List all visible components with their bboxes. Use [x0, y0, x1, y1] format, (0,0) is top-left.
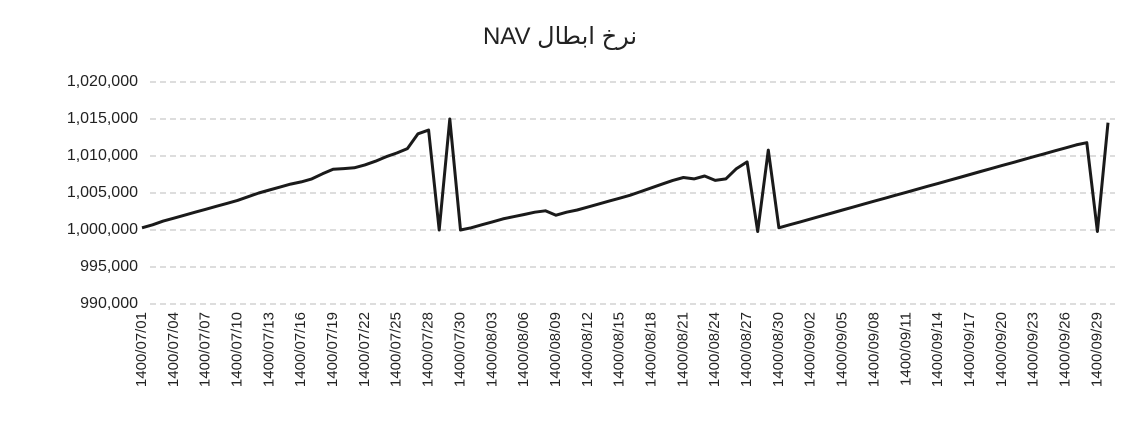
x-tick-label: 1400/07/19 — [324, 312, 341, 387]
x-tick-label: 1400/09/20 — [993, 312, 1010, 387]
x-tick-label: 1400/08/03 — [483, 312, 500, 387]
x-tick-label: 1400/07/30 — [451, 312, 468, 387]
x-tick-label: 1400/09/26 — [1057, 312, 1074, 387]
x-tick-label: 1400/08/15 — [611, 312, 628, 387]
x-tick-label: 1400/09/29 — [1088, 312, 1105, 387]
y-tick-label: 1,000,000 — [67, 221, 138, 238]
x-tick-label: 1400/07/04 — [165, 312, 182, 387]
y-tick-label: 1,020,000 — [67, 73, 138, 90]
x-tick-label: 1400/09/08 — [865, 312, 882, 387]
x-tick-label: 1400/09/02 — [802, 312, 819, 387]
x-tick-label: 1400/07/13 — [260, 312, 277, 387]
line-series — [141, 117, 1110, 233]
x-tick-label: 1400/08/12 — [579, 312, 596, 387]
x-tick-label: 1400/09/11 — [897, 312, 914, 386]
x-tick-label: 1400/08/24 — [706, 312, 723, 387]
x-tick-label: 1400/07/10 — [229, 312, 246, 387]
x-tick-label: 1400/07/07 — [197, 312, 214, 387]
x-tick-label: 1400/09/05 — [834, 312, 851, 387]
y-tick-label: 1,005,000 — [67, 184, 138, 201]
x-tick-label: 1400/07/28 — [420, 312, 437, 387]
x-tick-label: 1400/08/06 — [515, 312, 532, 387]
y-tick-label: 995,000 — [80, 258, 138, 275]
x-tick-label: 1400/08/30 — [770, 312, 787, 387]
x-tick-label: 1400/08/09 — [547, 312, 564, 387]
x-tick-label: 1400/09/23 — [1025, 312, 1042, 387]
y-tick-label: 990,000 — [80, 295, 138, 312]
x-tick-label: 1400/08/27 — [738, 312, 755, 387]
y-tick-label: 1,010,000 — [67, 147, 138, 164]
x-tick-label: 1400/08/21 — [674, 312, 691, 387]
chart-title: نرخ ابطال NAV — [483, 23, 637, 50]
x-tick-label: 1400/07/22 — [356, 312, 373, 387]
x-tick-label: 1400/07/16 — [292, 312, 309, 387]
x-tick-label: 1400/09/17 — [961, 312, 978, 387]
x-tick-label: 1400/08/18 — [643, 312, 660, 387]
y-tick-label: 1,015,000 — [67, 110, 138, 127]
x-tick-label: 1400/07/01 — [133, 312, 150, 387]
x-tick-label: 1400/09/14 — [929, 312, 946, 387]
x-tick-label: 1400/07/25 — [388, 312, 405, 387]
